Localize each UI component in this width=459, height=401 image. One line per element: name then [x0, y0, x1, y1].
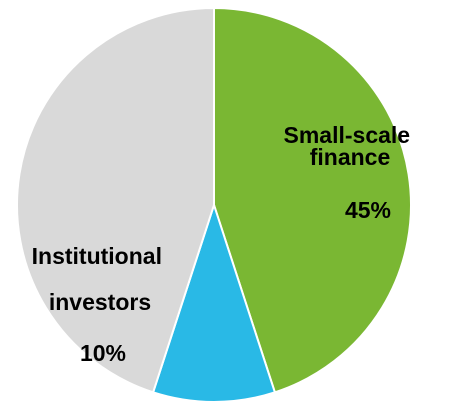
slice-label: Institutional investors [32, 243, 169, 315]
label-line: investors [49, 289, 151, 315]
label-line: Institutional [32, 243, 169, 269]
pie-slice [213, 6, 412, 394]
slice-label: Small-scale finance [284, 122, 417, 170]
label-line: finance [310, 144, 391, 170]
label-line: Small-scale [284, 122, 417, 148]
value-label: 45% [345, 197, 391, 223]
pie-slice [16, 6, 215, 394]
value-label: 10% [80, 340, 126, 366]
pie-slice [151, 201, 277, 401]
